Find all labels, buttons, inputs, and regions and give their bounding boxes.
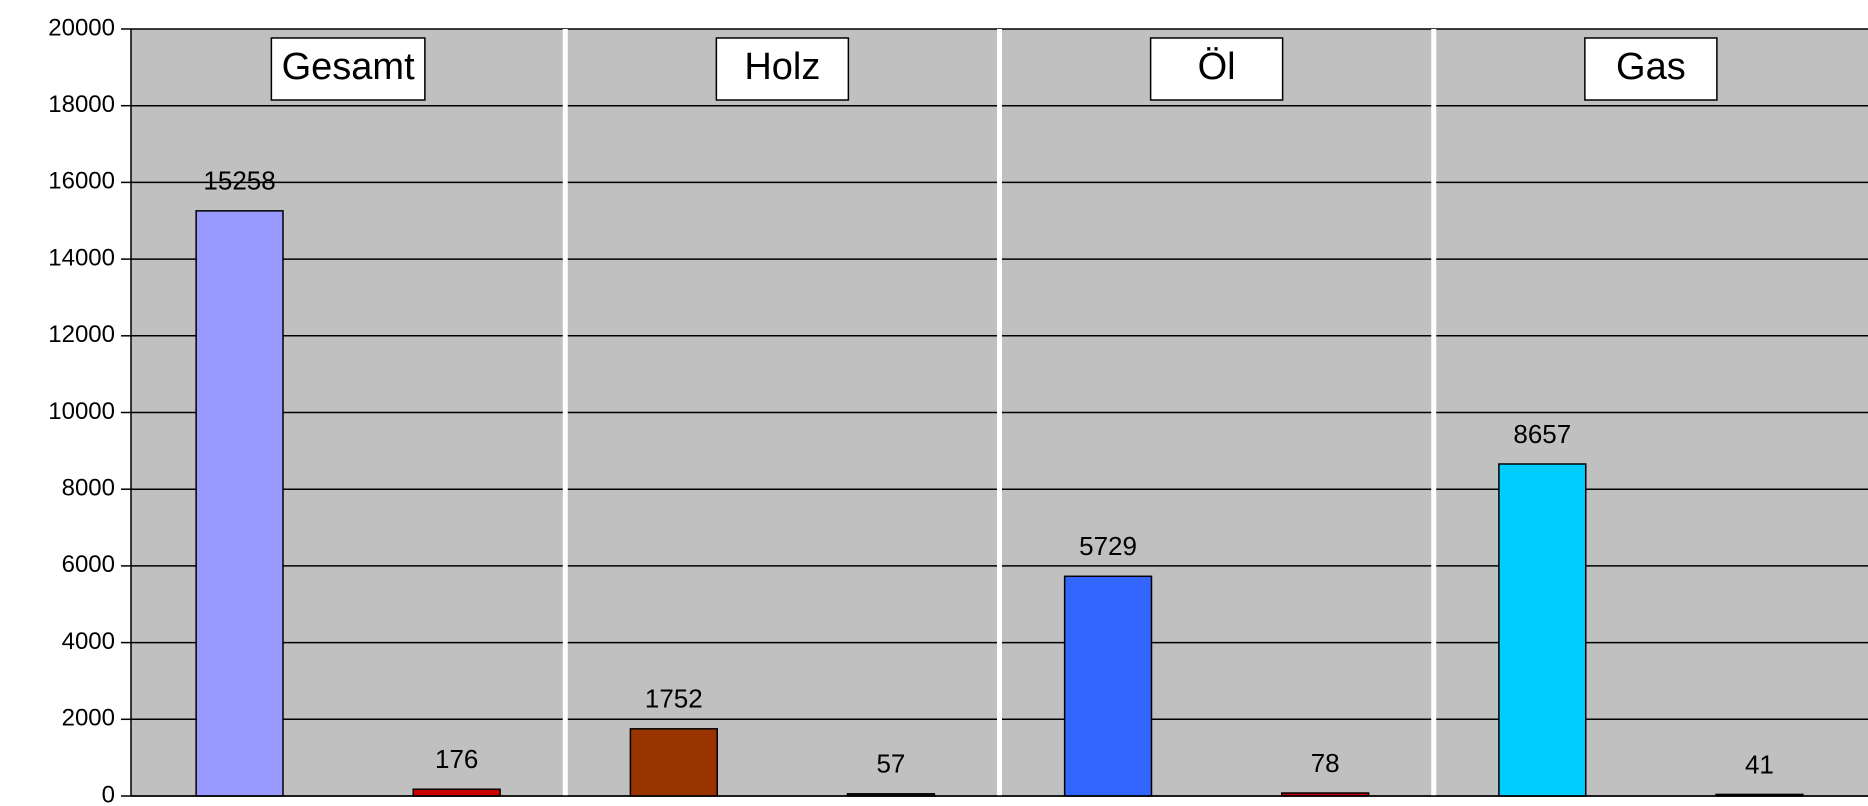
value-label: 15258 xyxy=(203,166,275,196)
y-tick-label: 16000 xyxy=(48,168,115,195)
panel-title-box xyxy=(1149,37,1284,101)
panel-title: Gas xyxy=(1616,46,1686,88)
bar xyxy=(412,788,501,797)
bar xyxy=(1063,575,1153,797)
bar xyxy=(195,210,284,797)
value-label: 78 xyxy=(1311,748,1340,778)
y-tick-label: 20000 xyxy=(48,14,115,41)
value-label: 41 xyxy=(1745,749,1774,779)
panel-title-box xyxy=(1584,37,1718,101)
y-tick-label: 6000 xyxy=(62,551,115,578)
panel-title: Öl xyxy=(1198,46,1236,88)
y-tick-label: 10000 xyxy=(48,398,115,425)
bar xyxy=(629,728,718,797)
panel-title-box xyxy=(715,37,850,101)
value-label: 57 xyxy=(876,749,905,779)
panel-title: Holz xyxy=(744,46,820,88)
y-tick-label: 12000 xyxy=(48,321,115,348)
panel-title-box xyxy=(270,37,426,101)
value-label: 1752 xyxy=(645,684,703,714)
value-label: 176 xyxy=(435,744,478,774)
y-tick-label: 18000 xyxy=(48,91,115,118)
value-label: 8657 xyxy=(1513,419,1571,449)
y-tick-label: 0 xyxy=(102,781,115,806)
y-tick-label: 8000 xyxy=(62,475,115,502)
y-tick-label: 2000 xyxy=(62,705,115,732)
y-tick-label: 14000 xyxy=(48,244,115,271)
y-tick-label: 4000 xyxy=(62,628,115,655)
bar xyxy=(1498,463,1587,797)
panel-title: Gesamt xyxy=(282,46,415,88)
value-label: 5729 xyxy=(1079,531,1137,561)
